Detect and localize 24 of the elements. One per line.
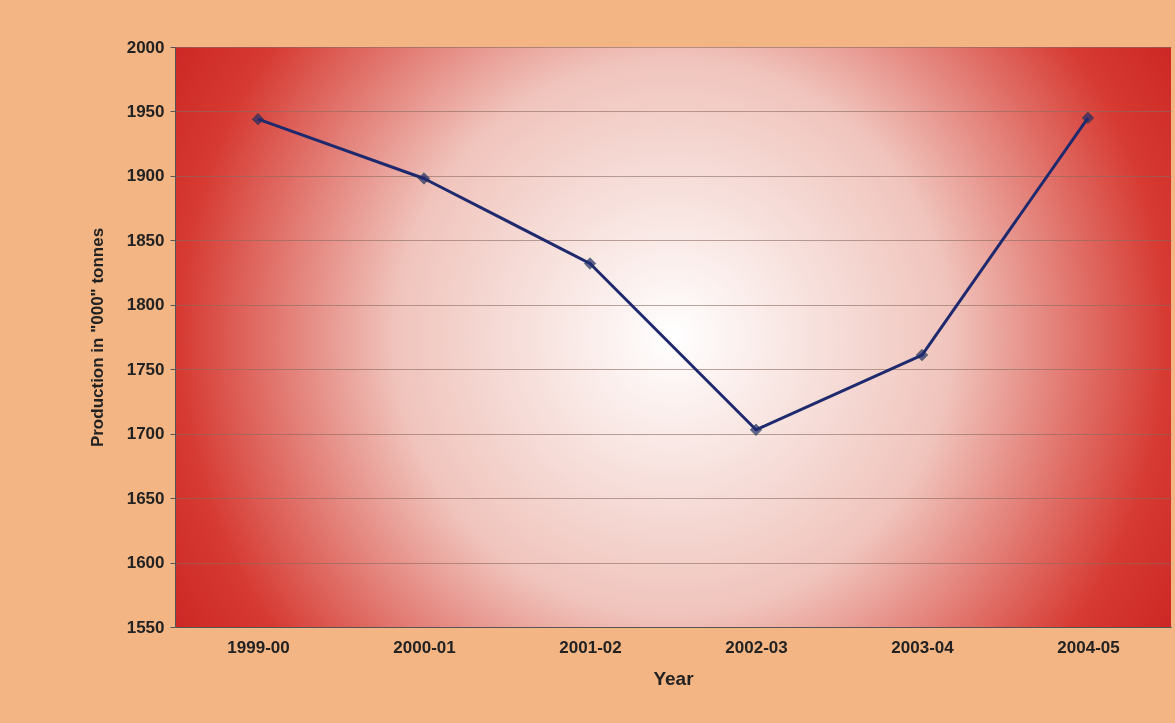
y-tick-label: 1650 — [126, 488, 165, 508]
point — [417, 172, 431, 185]
point — [1081, 111, 1095, 125]
point — [749, 423, 763, 436]
x-tick-label: 2002-03 — [725, 637, 788, 657]
x-tick-label: 2001-02 — [559, 637, 622, 657]
y-tick-label: 1800 — [126, 295, 165, 315]
y-tick-label: 1900 — [126, 166, 165, 186]
y-tick-label: 1850 — [126, 230, 165, 250]
x-tick-label: 1999-00 — [227, 637, 290, 657]
point — [251, 112, 265, 126]
y-tick-label: 1700 — [126, 424, 165, 444]
point — [915, 348, 929, 362]
point — [583, 257, 597, 270]
y-tick-label: 1750 — [126, 359, 165, 379]
y-axis-title: Production in "000" tonnes — [87, 227, 107, 448]
x-tick-label: 2003-04 — [891, 637, 955, 657]
y-tick-label: 1600 — [126, 553, 165, 573]
y-tick-label: 2000 — [126, 37, 165, 57]
x-axis-title: Year — [653, 667, 695, 689]
y-tick-label: 1950 — [126, 101, 165, 121]
x-tick-label: 2004-05 — [1057, 637, 1120, 657]
x-tick-label: 2000-01 — [393, 637, 456, 657]
y-tick-label: 1550 — [126, 617, 165, 637]
